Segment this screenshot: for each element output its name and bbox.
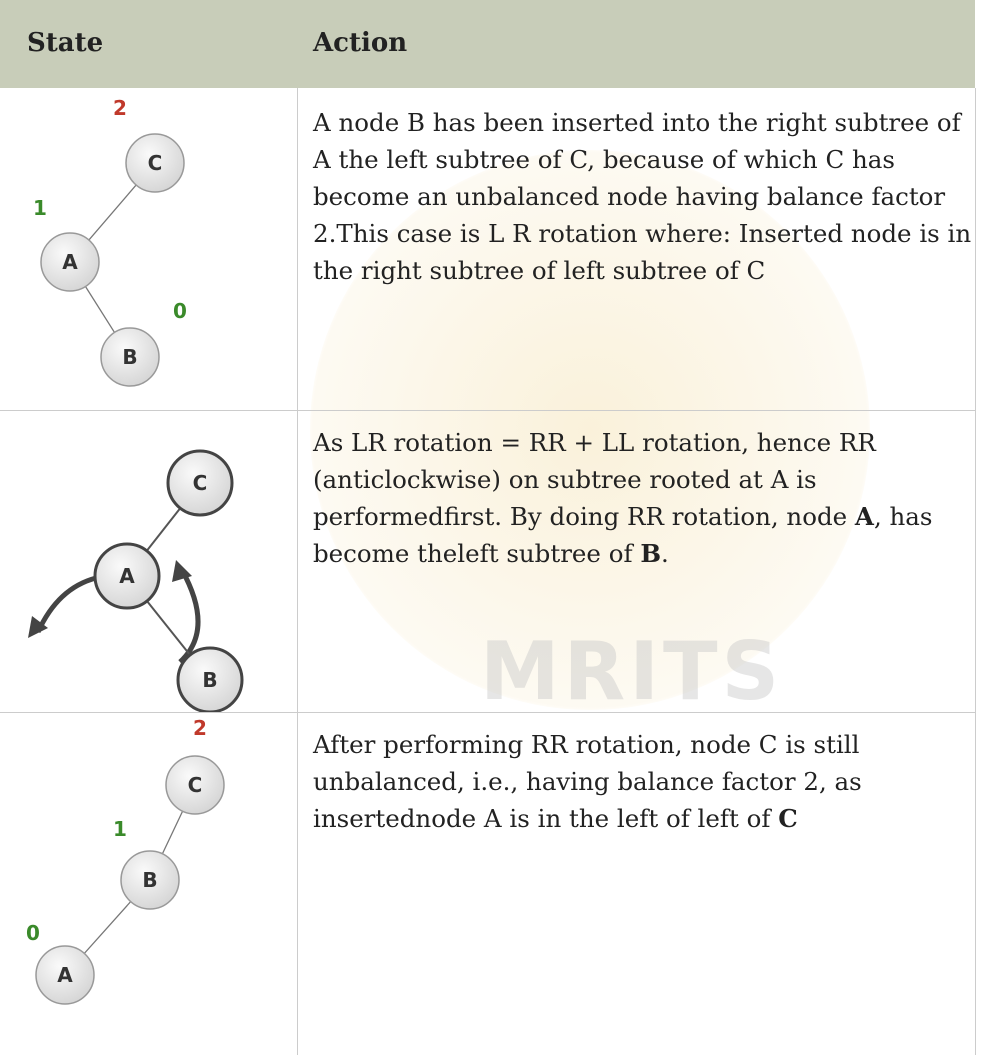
action-cell: A node B has been inserted into the righ… <box>313 104 978 289</box>
header-cell: State <box>27 28 104 58</box>
balance-factor: 0 <box>173 299 187 323</box>
tree-node <box>40 232 100 292</box>
tree-diagram: C 2 B 1 A0 <box>26 716 225 1005</box>
node-label: B <box>142 868 157 892</box>
action-text: . <box>661 539 669 568</box>
node-label: B <box>122 345 137 369</box>
node-label: A <box>62 250 78 274</box>
node-label: C <box>188 773 203 797</box>
tree-node <box>176 646 244 712</box>
arrow-head <box>172 560 192 582</box>
balance-factor: 0 <box>26 921 40 945</box>
tree-node <box>93 542 161 610</box>
rotation-arrow <box>35 575 97 634</box>
watermark: MRITS <box>480 625 784 718</box>
balance-factor: 2 <box>113 96 127 120</box>
tree-diagram: C A B <box>25 425 244 712</box>
balance-factor: 2 <box>193 716 207 740</box>
action-bold: B <box>640 539 662 568</box>
action-text: After performing RR rotation, node C is … <box>313 730 862 833</box>
row-border <box>0 410 975 411</box>
tree-node <box>120 850 180 910</box>
balance-factor: 1 <box>33 196 47 220</box>
action-bold: C <box>778 804 798 833</box>
action-text: , has become theleft subtree of <box>313 502 933 568</box>
node-label: A <box>57 963 73 987</box>
action-text: As LR rotation = RR + LL rotation, hence… <box>313 428 876 531</box>
tree-diagram: C 2 A 1 B 0 <box>33 96 187 387</box>
arrow-head <box>28 616 48 638</box>
column-border <box>297 88 298 1055</box>
action-text: A node B has been inserted into the righ… <box>313 108 972 285</box>
tree-node <box>100 327 160 387</box>
balance-factor: 1 <box>113 817 127 841</box>
tree-node <box>166 449 234 517</box>
table-header: State Action <box>0 0 975 88</box>
row-border <box>0 712 975 713</box>
tree-node <box>165 755 225 815</box>
node-label: C <box>148 151 163 175</box>
tree-node <box>35 945 95 1005</box>
header-cell: Action <box>313 28 408 58</box>
column-border <box>975 88 976 1055</box>
node-label: A <box>119 564 135 588</box>
node-label: C <box>193 471 208 495</box>
tree-node <box>125 133 185 193</box>
node-label: B <box>202 668 217 692</box>
watermark-logo <box>310 150 870 710</box>
rotation-arrow <box>178 568 201 664</box>
action-cell: After performing RR rotation, node C is … <box>313 726 978 837</box>
action-cell: As LR rotation = RR + LL rotation, hence… <box>313 424 978 572</box>
action-bold: A <box>854 502 874 531</box>
